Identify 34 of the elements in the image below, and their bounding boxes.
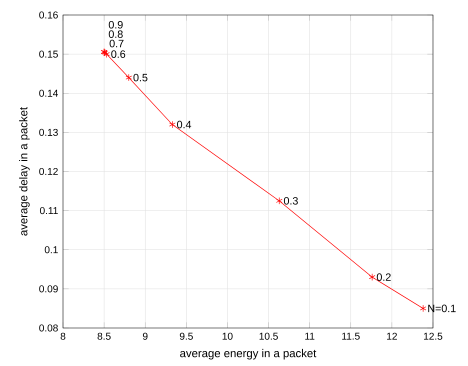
x-tick-label: 12.5: [424, 332, 442, 340]
x-tick-label: 10.5: [260, 332, 278, 340]
annotation: 0.8: [108, 30, 123, 38]
x-tick-label: 9: [142, 332, 148, 340]
annotation: 0.4: [177, 120, 192, 128]
y-tick-label: 0.15: [39, 50, 58, 58]
y-tick-label: 0.11: [40, 207, 58, 214]
point: [420, 304, 426, 312]
point: [126, 74, 132, 82]
x-tick-label: 9.5: [180, 332, 193, 340]
x-tick-label: 12: [387, 332, 397, 340]
annotation: 0.7: [110, 40, 124, 48]
x-tick-label: 11.5: [342, 332, 360, 340]
annotation: 0.3: [284, 197, 298, 205]
x-tick-label: 8: [60, 332, 66, 340]
annotation: 0.2: [376, 273, 391, 281]
y-tick-label: 0.14: [39, 90, 58, 97]
annotation: 0.9: [108, 21, 123, 29]
y-tick-label: 0.08: [39, 324, 58, 332]
y-tick-label: 0.09: [39, 285, 58, 292]
y-tick-label: 0.13: [39, 128, 58, 136]
annotation: 0.6: [111, 50, 126, 58]
y-tick-label: 0.16: [39, 11, 58, 19]
x-axis-title: average energy in a packet: [180, 348, 316, 360]
annotation: 0.5: [133, 74, 148, 82]
x-tick-label: 8.5: [98, 332, 111, 340]
y-axis-title: average delay in a packet: [19, 107, 30, 236]
point: [276, 197, 282, 205]
y-tick-label: 0.12: [39, 168, 58, 176]
y-tick-label: 0.1: [44, 246, 58, 254]
point: [169, 120, 176, 128]
point: [368, 273, 376, 281]
x-tick-label: 10: [222, 332, 233, 340]
x-tick-label: 11: [305, 332, 314, 340]
